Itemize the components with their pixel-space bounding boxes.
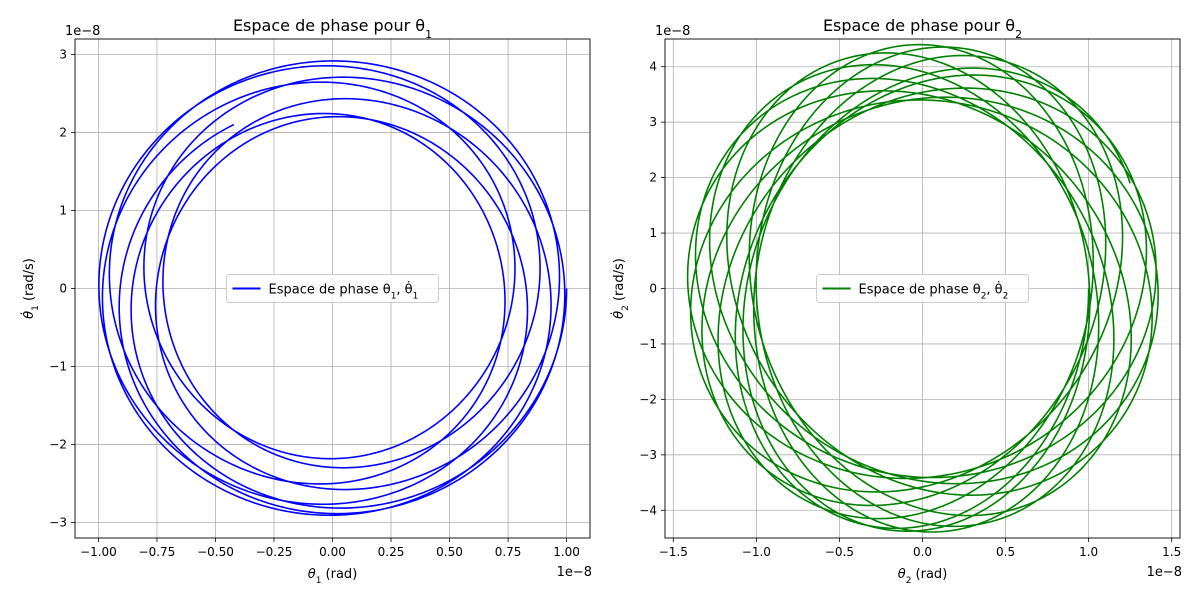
y-tick-label: 0: [59, 282, 67, 296]
y-offset-label: 1e−8: [65, 24, 100, 39]
y-tick-label: 4: [649, 60, 657, 74]
x-tick-label: 0.75: [495, 545, 522, 559]
y-axis-label: θ̇2 (rad/s): [611, 258, 631, 319]
x-offset-label: 1e−8: [1147, 565, 1182, 580]
y-tick-label: −2: [639, 392, 657, 406]
y-tick-label: 1: [59, 204, 67, 218]
y-offset-label: 1e−8: [655, 24, 690, 39]
y-tick-label: 3: [59, 48, 67, 62]
y-tick-label: −1: [49, 359, 67, 373]
y-tick-label: −3: [639, 448, 657, 462]
y-axis-label: θ̇1 (rad/s): [21, 258, 41, 319]
y-tick-label: −4: [639, 503, 657, 517]
chart-title: Espace de phase pour θ1: [233, 16, 432, 41]
x-tick-label: 1.00: [553, 545, 580, 559]
x-tick-label: 0.0: [913, 545, 932, 559]
x-tick-label: 1.0: [1079, 545, 1098, 559]
chart-theta2: −1.5 −1.0 −0.5 0.0 0.5 1.0 1.5 −4 −3 −2 −1 0 1 2 3 4 E…: [611, 16, 1182, 586]
legend-label: Espace de phase θ1, θ̇1: [269, 281, 419, 301]
y-tick-label: −2: [49, 437, 67, 451]
legend-label: Espace de phase θ2, θ̇2: [859, 281, 1009, 301]
y-tick-label: 2: [59, 126, 67, 140]
x-tick-label: 0.5: [996, 545, 1015, 559]
y-tick-label: 3: [649, 115, 657, 129]
grid-lines: [75, 39, 590, 538]
y-ticks: −4 −3 −2 −1 0 1 2 3 4: [639, 60, 665, 517]
legend: Espace de phase θ1, θ̇1: [226, 274, 439, 303]
legend-box: [816, 274, 1029, 303]
legend: Espace de phase θ2, θ̇2: [816, 274, 1029, 303]
x-tick-label: −1.00: [80, 545, 117, 559]
x-tick-label: 0.50: [436, 545, 463, 559]
x-offset-label: 1e−8: [557, 565, 592, 580]
phase-trajectory-line: [686, 43, 1159, 533]
phase-trajectory-line: [98, 60, 568, 517]
legend-box: [226, 274, 439, 303]
x-tick-label: −0.25: [256, 545, 293, 559]
x-ticks: −1.00 −0.75 −0.50 −0.25 0.00 0.25 0.50 0.75 1.00: [80, 538, 580, 559]
y-tick-label: 1: [649, 226, 657, 240]
phase-curve: [686, 43, 1159, 533]
y-tick-label: 0: [649, 282, 657, 296]
x-tick-label: −0.5: [825, 545, 854, 559]
y-tick-label: −3: [49, 515, 67, 529]
phase-curve: [98, 60, 568, 517]
x-tick-label: 0.00: [319, 545, 346, 559]
x-tick-label: −1.0: [742, 545, 771, 559]
chart-title: Espace de phase pour θ2: [823, 16, 1022, 41]
y-tick-label: 2: [649, 171, 657, 185]
x-tick-label: −0.50: [197, 545, 234, 559]
x-tick-label: 1.5: [1162, 545, 1181, 559]
y-ticks: −3 −2 −1 0 1 2 3: [49, 48, 75, 529]
x-ticks: −1.5 −1.0 −0.5 0.0 0.5 1.0 1.5: [659, 538, 1181, 559]
x-axis-label: θ2 (rad): [898, 567, 948, 586]
y-tick-label: −1: [639, 337, 657, 351]
x-tick-label: −0.75: [139, 545, 176, 559]
x-tick-label: −1.5: [659, 545, 688, 559]
x-tick-label: 0.25: [378, 545, 405, 559]
chart-theta1: −1.00 −0.75 −0.50 −0.25 0.00 0.25 0.50 0.75 1.00…: [21, 16, 592, 586]
x-axis-label: θ1 (rad): [308, 567, 358, 586]
